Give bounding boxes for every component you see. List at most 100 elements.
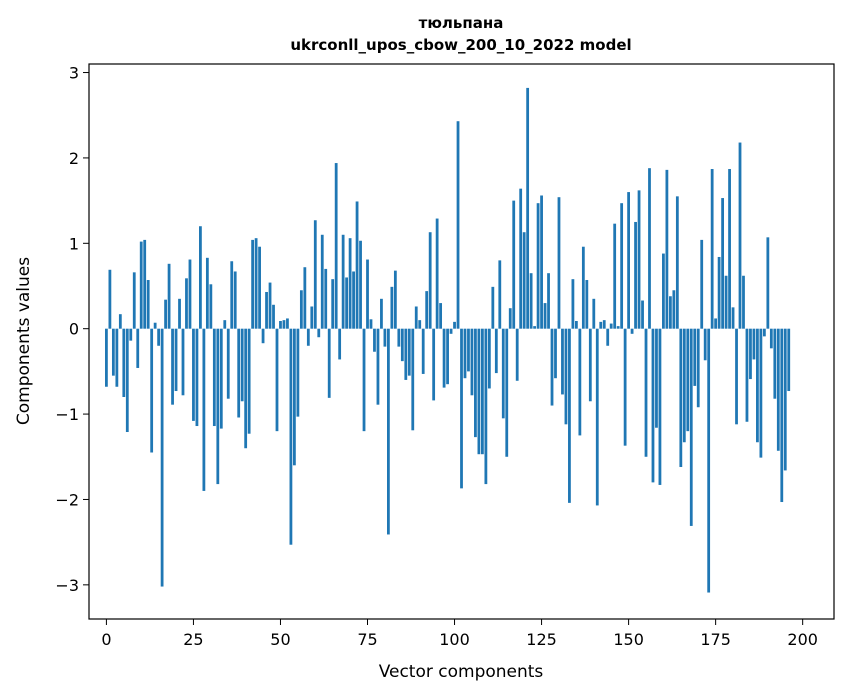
bar-176	[717, 256, 721, 329]
bar-14	[153, 322, 157, 329]
bar-141	[595, 328, 599, 506]
bar-174	[710, 169, 714, 329]
bar-18	[167, 263, 171, 329]
bar-118	[515, 328, 519, 381]
bar-167	[686, 328, 690, 432]
bar-82	[390, 286, 394, 329]
bar-56	[299, 290, 303, 329]
bar-142	[599, 321, 603, 329]
bar-8	[132, 272, 136, 329]
bar-138	[585, 280, 589, 329]
bar-29	[205, 257, 209, 329]
bar-32	[216, 328, 220, 485]
bar-94	[432, 328, 436, 401]
bar-166	[682, 328, 686, 443]
bar-107	[477, 328, 481, 455]
bar-series	[105, 87, 791, 593]
chart-title: тюльпана	[419, 14, 504, 32]
bar-69	[345, 277, 349, 329]
bar-66	[334, 163, 338, 329]
bar-11	[143, 239, 147, 329]
bar-10	[139, 241, 143, 329]
bar-62	[320, 234, 324, 329]
bar-49	[275, 328, 279, 432]
bar-52	[286, 318, 289, 329]
bar-73	[359, 240, 362, 329]
bar-13	[150, 328, 154, 453]
bar-147	[616, 326, 620, 329]
bar-20	[174, 328, 178, 392]
bar-6	[125, 328, 129, 433]
bar-81	[387, 328, 390, 535]
x-tick-label: 125	[526, 630, 557, 649]
bar-183	[742, 275, 745, 329]
bar-78	[376, 328, 380, 405]
bar-84	[397, 328, 401, 347]
bar-172	[703, 328, 707, 361]
bar-99	[449, 328, 453, 334]
bar-104	[467, 328, 470, 372]
bar-125	[540, 195, 543, 329]
bar-37	[233, 271, 237, 329]
bar-161	[665, 169, 669, 329]
bar-149	[623, 328, 627, 446]
x-tick-label: 75	[357, 630, 377, 649]
bar-68	[341, 234, 345, 329]
bar-40	[244, 328, 248, 449]
bar-79	[380, 298, 383, 329]
bar-163	[672, 290, 676, 329]
bar-194	[780, 328, 784, 503]
bar-177	[721, 198, 724, 329]
bar-155	[644, 328, 648, 457]
x-tick-label: 100	[439, 630, 470, 649]
bar-109	[484, 328, 488, 485]
bar-171	[700, 239, 704, 329]
bar-156	[648, 168, 651, 329]
bar-87	[407, 328, 411, 376]
bar-119	[519, 188, 523, 329]
bar-136	[578, 328, 582, 436]
bar-181	[735, 328, 738, 425]
bar-182	[738, 142, 742, 329]
bar-0	[105, 328, 108, 387]
bar-31	[212, 328, 216, 427]
bar-39	[240, 328, 244, 402]
bar-36	[230, 261, 234, 329]
bar-113	[498, 260, 502, 329]
bar-17	[164, 299, 167, 329]
bar-38	[237, 328, 241, 418]
bar-60	[313, 220, 317, 329]
bar-122	[529, 273, 533, 329]
bar-135	[574, 321, 578, 329]
bar-165	[679, 328, 683, 468]
bar-150	[627, 192, 630, 329]
chart-subtitle: ukrconll_upos_cbow_200_10_2022 model	[290, 36, 631, 54]
bar-70	[348, 238, 352, 329]
bar-48	[272, 304, 275, 329]
bar-25	[192, 328, 195, 421]
bar-100	[453, 321, 456, 329]
bar-89	[414, 306, 418, 329]
bar-1	[108, 269, 112, 329]
x-tick-label: 0	[101, 630, 111, 649]
bar-88	[411, 328, 415, 431]
bar-77	[373, 328, 376, 352]
bar-180	[731, 307, 735, 329]
bar-23	[185, 278, 188, 329]
bar-57	[303, 267, 307, 329]
bar-43	[254, 238, 258, 329]
bar-190	[766, 237, 770, 329]
bar-188	[759, 328, 763, 458]
bar-26	[195, 328, 199, 427]
y-axis-ticks: −3 −2 −1 0 1 2 3	[55, 64, 89, 595]
bar-95	[435, 218, 439, 329]
bar-65	[331, 279, 335, 329]
bar-153	[637, 190, 641, 329]
bar-196	[787, 328, 791, 392]
bar-42	[251, 239, 255, 329]
bar-169	[693, 328, 697, 386]
bar-45	[261, 328, 265, 344]
x-axis-label: Vector components	[379, 662, 544, 682]
bar-97	[442, 328, 446, 388]
plot-frame	[88, 63, 835, 620]
